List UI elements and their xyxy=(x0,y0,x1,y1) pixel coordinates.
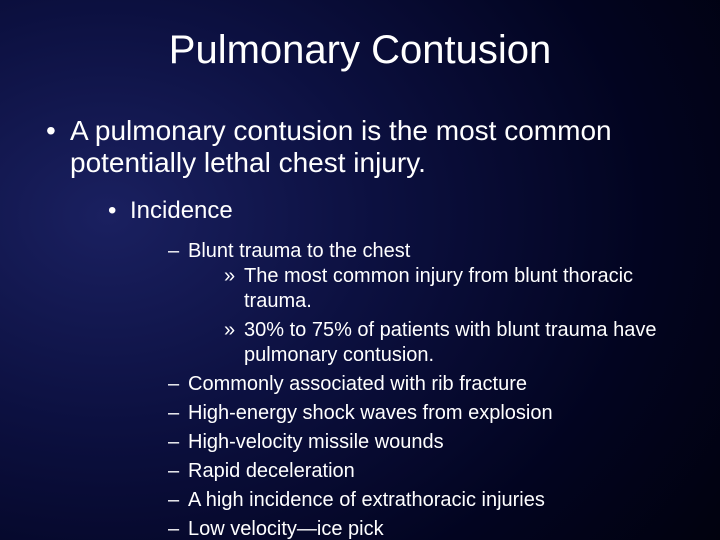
list-item: High-energy shock waves from explosion xyxy=(166,401,680,426)
bullet-list-level3: Blunt trauma to the chest The most commo… xyxy=(130,239,680,540)
list-item: Incidence Blunt trauma to the chest The … xyxy=(106,197,680,540)
list-item: Rapid deceleration xyxy=(166,459,680,484)
list-item-text: Commonly associated with rib fracture xyxy=(188,373,527,395)
list-item: A pulmonary contusion is the most common… xyxy=(40,115,680,540)
list-item-text: Rapid deceleration xyxy=(188,460,355,482)
bullet-list-level2: Incidence Blunt trauma to the chest The … xyxy=(70,197,680,540)
slide: Pulmonary Contusion A pulmonary contusio… xyxy=(0,0,720,540)
list-item: Low velocity—ice pick xyxy=(166,517,680,540)
list-item: High-velocity missile wounds xyxy=(166,430,680,455)
list-item-text: Blunt trauma to the chest xyxy=(188,240,410,262)
bullet-list-level4: The most common injury from blunt thorac… xyxy=(188,264,680,368)
list-item-text: Low velocity—ice pick xyxy=(188,518,384,540)
list-item: A high incidence of extrathoracic injuri… xyxy=(166,488,680,513)
list-item-text: High-velocity missile wounds xyxy=(188,431,444,453)
list-item: Commonly associated with rib fracture xyxy=(166,372,680,397)
slide-title: Pulmonary Contusion xyxy=(40,28,680,73)
list-item-text: 30% to 75% of patients with blunt trauma… xyxy=(244,319,656,366)
list-item-text: A pulmonary contusion is the most common… xyxy=(70,115,612,178)
list-item-text: Incidence xyxy=(130,197,233,224)
list-item: The most common injury from blunt thorac… xyxy=(222,264,680,314)
list-item: Blunt trauma to the chest The most commo… xyxy=(166,239,680,368)
list-item-text: A high incidence of extrathoracic injuri… xyxy=(188,489,545,511)
list-item-text: The most common injury from blunt thorac… xyxy=(244,265,633,312)
list-item-text: High-energy shock waves from explosion xyxy=(188,402,553,424)
bullet-list-level1: A pulmonary contusion is the most common… xyxy=(40,115,680,540)
list-item: 30% to 75% of patients with blunt trauma… xyxy=(222,318,680,368)
